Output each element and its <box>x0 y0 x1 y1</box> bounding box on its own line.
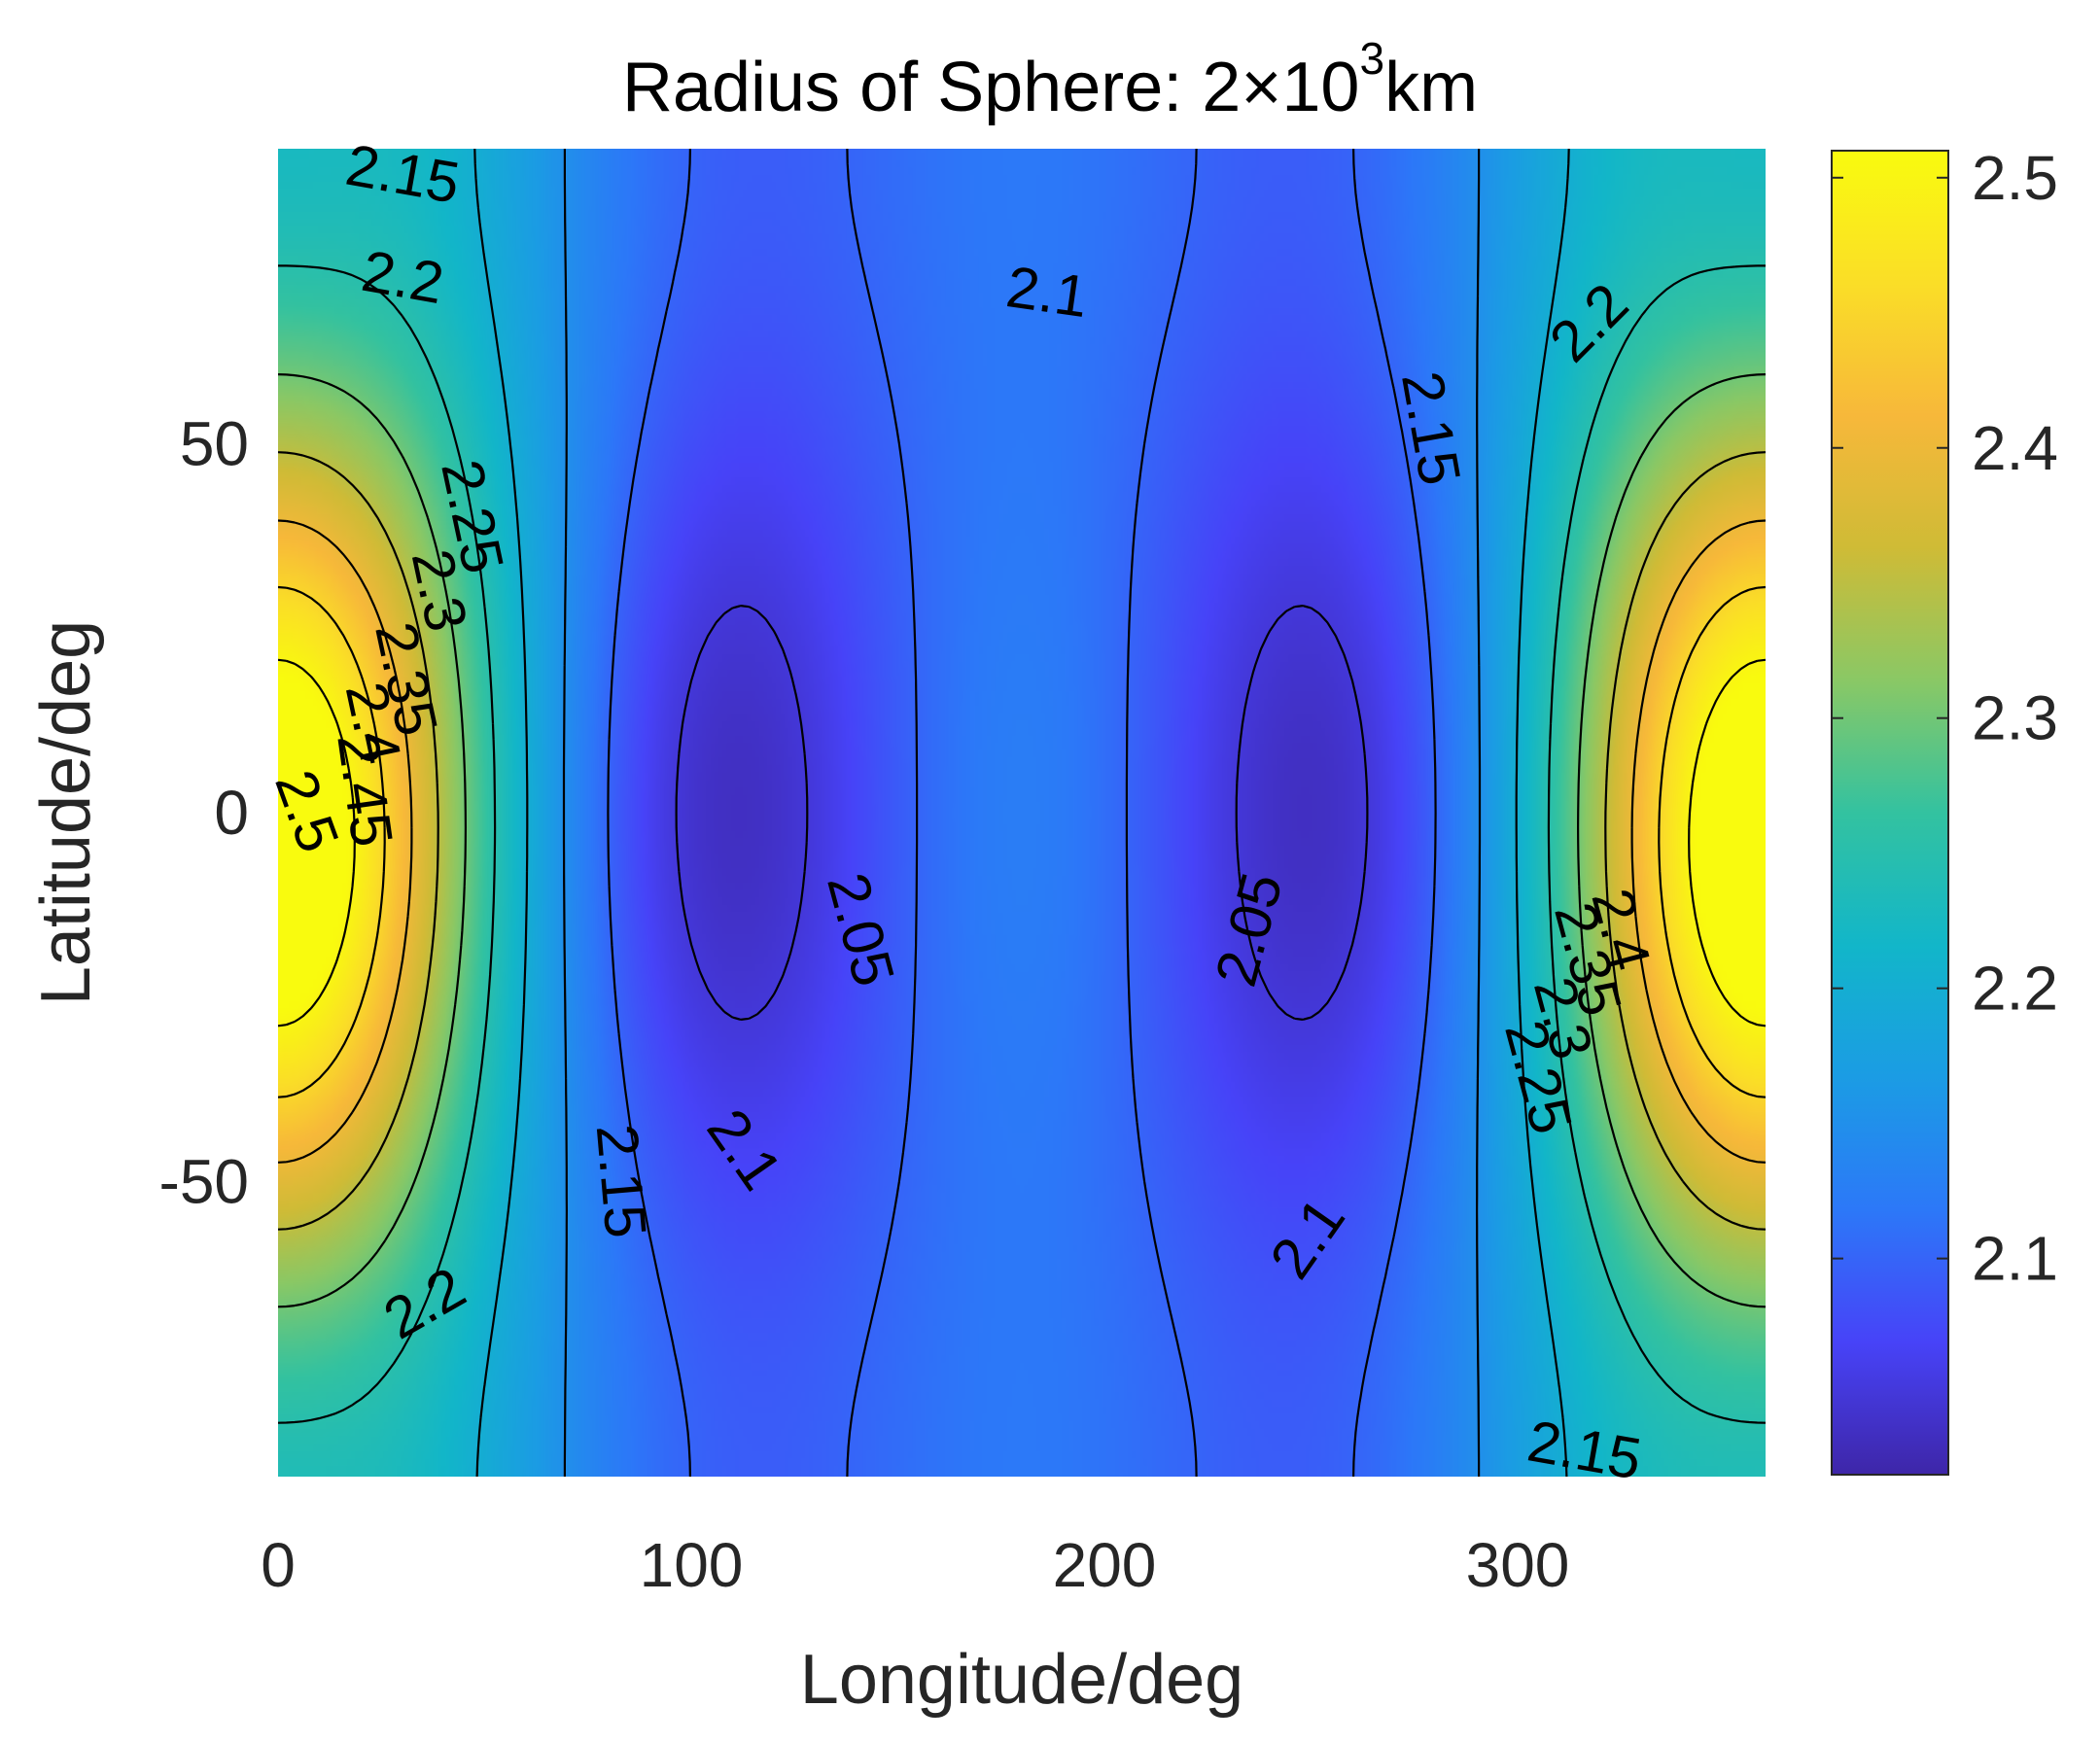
contour-label: 2.15 <box>584 1122 659 1240</box>
colorbar <box>1831 150 1949 1476</box>
contour-lines <box>278 149 1766 1477</box>
x-tick-label: 100 <box>640 1530 744 1600</box>
title-exponent: 3 <box>1359 33 1385 84</box>
title-prefix: Radius of Sphere: 2 <box>621 49 1242 126</box>
x-tick-label: 200 <box>1053 1530 1157 1600</box>
y-tick-label: 0 <box>214 778 249 848</box>
contour-line-2.3 <box>278 373 1766 1308</box>
chart-title: Radius of Sphere: 2×103km <box>0 33 2100 136</box>
x-tick-label: 300 <box>1466 1530 1570 1600</box>
contour-line-2.4 <box>278 519 1766 1164</box>
contour-line-2.05 <box>675 605 1369 1021</box>
title-base: 10 <box>1281 49 1360 126</box>
x-axis-ticks: 0 100 200 300 <box>261 1530 1569 1600</box>
contour-labels: 2.152.22.252.32.352.42.452.52.22.152.12.… <box>262 132 1663 1492</box>
y-tick-label: 50 <box>180 409 249 479</box>
y-axis-label: Latitude/deg <box>27 620 105 1005</box>
colorbar-tick-label: 2.5 <box>1972 143 2058 213</box>
x-tick-label: 0 <box>261 1530 296 1600</box>
y-axis-ticks: 50 0 -50 <box>159 409 250 1217</box>
y-tick-label: -50 <box>159 1146 250 1216</box>
contour-line-2.5 <box>278 658 1766 1028</box>
title-times: × <box>1241 49 1282 126</box>
contour-line-2.45 <box>278 585 1766 1098</box>
contour-line-2.25 <box>278 264 1766 1424</box>
contour-line-2.35 <box>278 451 1766 1231</box>
contour-label: 2.1 <box>1002 254 1092 330</box>
colorbar-tick-label: 2.1 <box>1972 1224 2058 1294</box>
contour-line-2.2 <box>473 149 1570 1477</box>
colorbar-tick-label: 2.4 <box>1972 413 2058 483</box>
colorbar-tick-label: 2.3 <box>1972 683 2058 753</box>
x-axis-label: Longitude/deg <box>800 1641 1243 1719</box>
title-unit: km <box>1384 49 1479 126</box>
contour-fill <box>278 149 1766 1477</box>
colorbar-tick-label: 2.2 <box>1972 954 2058 1024</box>
contour-line-2.15 <box>562 149 1482 1477</box>
contour-line-2.1 <box>607 149 1437 1477</box>
colorbar-ticks: 2.1 2.2 2.3 2.4 2.5 <box>1832 143 2058 1294</box>
contour-label: 2.2 <box>357 238 448 316</box>
contour-label: 2.45 <box>325 729 405 851</box>
